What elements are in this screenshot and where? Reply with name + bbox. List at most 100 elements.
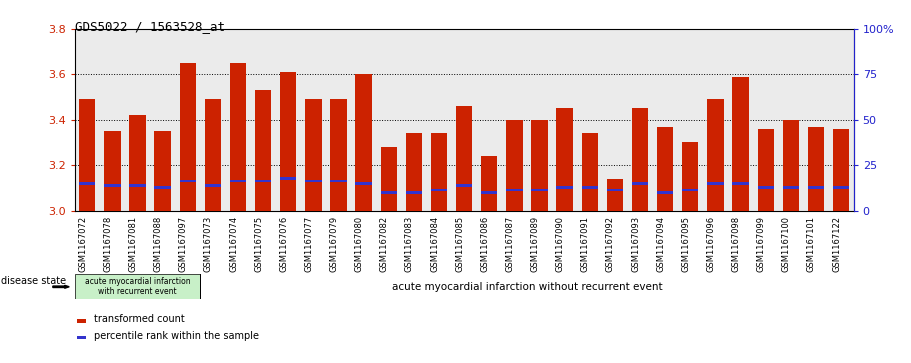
Text: GSM1167100: GSM1167100 xyxy=(782,216,791,272)
Text: GSM1167090: GSM1167090 xyxy=(556,216,565,272)
Text: GSM1167094: GSM1167094 xyxy=(656,216,665,272)
Bar xyxy=(431,133,447,211)
Bar xyxy=(581,187,598,189)
Bar xyxy=(783,187,799,189)
Bar xyxy=(331,99,347,211)
Bar xyxy=(607,189,623,191)
Text: GSM1167087: GSM1167087 xyxy=(506,216,515,272)
Bar xyxy=(808,187,824,189)
Bar xyxy=(255,180,271,182)
Bar xyxy=(808,127,824,211)
Bar xyxy=(255,90,271,211)
Bar xyxy=(707,99,723,211)
Bar xyxy=(557,187,573,189)
Bar xyxy=(155,187,170,189)
Text: GSM1167098: GSM1167098 xyxy=(732,216,741,272)
Text: GSM1167088: GSM1167088 xyxy=(154,216,163,272)
Text: GSM1167092: GSM1167092 xyxy=(606,216,615,272)
Text: GSM1167081: GSM1167081 xyxy=(128,216,138,272)
Bar xyxy=(305,99,322,211)
Bar xyxy=(355,182,372,185)
Bar xyxy=(129,115,146,211)
Text: GSM1167083: GSM1167083 xyxy=(404,216,414,272)
Bar xyxy=(581,133,598,211)
Bar xyxy=(405,133,422,211)
Text: GSM1167097: GSM1167097 xyxy=(179,216,188,272)
Bar xyxy=(155,131,170,211)
Bar xyxy=(104,184,120,187)
FancyBboxPatch shape xyxy=(75,274,200,299)
Text: GSM1167080: GSM1167080 xyxy=(354,216,363,272)
Bar xyxy=(230,180,246,182)
Bar xyxy=(280,178,296,180)
Bar xyxy=(205,99,221,211)
Bar xyxy=(732,77,749,211)
Bar xyxy=(758,187,773,189)
Text: GSM1167075: GSM1167075 xyxy=(254,216,263,272)
Bar xyxy=(531,120,548,211)
Bar xyxy=(632,109,649,211)
Bar xyxy=(507,189,523,191)
Text: GSM1167099: GSM1167099 xyxy=(757,216,765,272)
Bar xyxy=(205,184,221,187)
Bar xyxy=(129,184,146,187)
Text: GSM1167086: GSM1167086 xyxy=(480,216,489,272)
Bar xyxy=(531,189,548,191)
Bar xyxy=(405,191,422,194)
Bar xyxy=(381,191,397,194)
Bar xyxy=(682,143,699,211)
Text: GSM1167096: GSM1167096 xyxy=(706,216,715,272)
Bar xyxy=(179,63,196,211)
Text: acute myocardial infarction
with recurrent event: acute myocardial infarction with recurre… xyxy=(85,277,190,297)
Text: GSM1167078: GSM1167078 xyxy=(103,216,112,272)
Bar xyxy=(481,191,497,194)
Bar xyxy=(179,180,196,182)
Bar xyxy=(707,182,723,185)
Text: GSM1167089: GSM1167089 xyxy=(530,216,539,272)
Bar xyxy=(833,129,849,211)
Text: percentile rank within the sample: percentile rank within the sample xyxy=(94,331,259,340)
Text: GSM1167093: GSM1167093 xyxy=(631,216,640,272)
Text: acute myocardial infarction without recurrent event: acute myocardial infarction without recu… xyxy=(392,282,662,292)
Text: disease state: disease state xyxy=(1,276,66,286)
Bar xyxy=(657,191,673,194)
Text: GSM1167084: GSM1167084 xyxy=(430,216,439,272)
Bar xyxy=(280,72,296,211)
Bar xyxy=(79,182,96,185)
Bar xyxy=(657,127,673,211)
Text: GSM1167077: GSM1167077 xyxy=(304,216,313,272)
Bar xyxy=(381,147,397,211)
Bar xyxy=(230,63,246,211)
Bar xyxy=(431,189,447,191)
Text: GSM1167101: GSM1167101 xyxy=(807,216,816,272)
Text: GSM1167073: GSM1167073 xyxy=(204,216,213,272)
Text: GSM1167074: GSM1167074 xyxy=(229,216,238,272)
Text: GSM1167072: GSM1167072 xyxy=(78,216,87,272)
Text: transformed count: transformed count xyxy=(94,314,185,324)
Bar xyxy=(682,189,699,191)
Bar xyxy=(104,131,120,211)
Text: GSM1167076: GSM1167076 xyxy=(280,216,288,272)
Text: GDS5022 / 1563528_at: GDS5022 / 1563528_at xyxy=(75,20,225,33)
Text: GSM1167122: GSM1167122 xyxy=(832,216,841,272)
Text: GSM1167085: GSM1167085 xyxy=(456,216,464,272)
Bar xyxy=(607,179,623,211)
Text: GSM1167082: GSM1167082 xyxy=(380,216,389,272)
Text: GSM1167079: GSM1167079 xyxy=(330,216,339,272)
Bar xyxy=(481,156,497,211)
Text: GSM1167091: GSM1167091 xyxy=(581,216,589,272)
Text: GSM1167095: GSM1167095 xyxy=(681,216,691,272)
Bar xyxy=(456,184,472,187)
Bar xyxy=(507,120,523,211)
Bar xyxy=(833,187,849,189)
Bar xyxy=(456,106,472,211)
Bar xyxy=(331,180,347,182)
Bar xyxy=(305,180,322,182)
Bar xyxy=(355,74,372,211)
Bar xyxy=(783,120,799,211)
Bar xyxy=(557,109,573,211)
Bar xyxy=(632,182,649,185)
Bar xyxy=(758,129,773,211)
Bar xyxy=(79,99,96,211)
Bar xyxy=(732,182,749,185)
